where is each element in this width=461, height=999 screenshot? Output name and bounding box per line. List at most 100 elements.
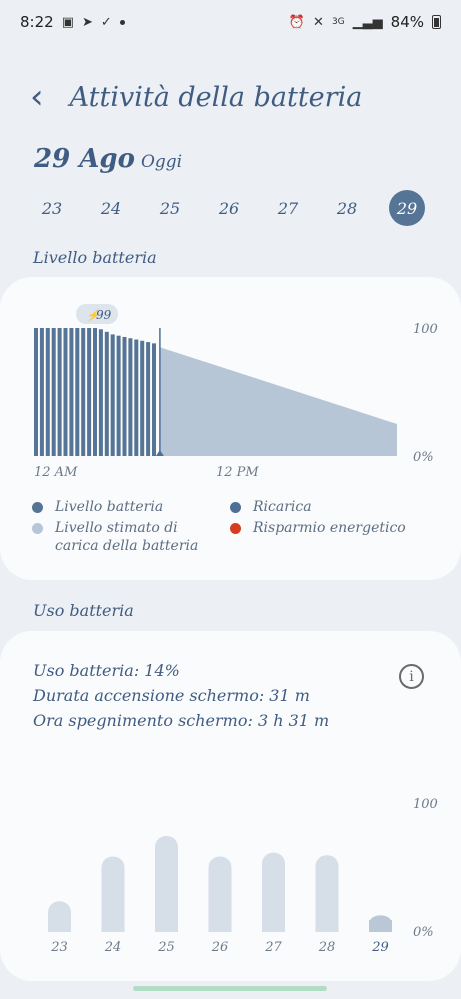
legend-label-level: Livello batteria: [55, 499, 164, 515]
charge-badge: [76, 304, 118, 324]
status-right: ⏰ ✕ 3G ▁▃▅ 84%: [289, 13, 441, 31]
level-bar: [152, 343, 156, 456]
level-section-title: Livello batteria: [33, 248, 157, 267]
usage-stat-screen-on: Durata accensione schermo: 31 m: [33, 686, 310, 705]
date-main: 29 Ago: [34, 144, 135, 174]
back-button[interactable]: ‹: [30, 77, 44, 117]
day-25[interactable]: 25: [159, 198, 181, 218]
usage-bar-base: [155, 920, 178, 932]
usage-x-tick-label: 24: [104, 940, 122, 955]
usage-stats: Uso batteria: 14% Durata accensione sche…: [33, 658, 329, 733]
alarm-icon: ⏰: [288, 14, 306, 30]
info-icon[interactable]: i: [399, 664, 424, 689]
navigation-handle[interactable]: [133, 986, 327, 991]
level-bar: [134, 339, 139, 456]
usage-x-tick-label: 26: [211, 940, 229, 955]
legend-label-charging: Ricarica: [253, 499, 312, 515]
usage-bar-base: [315, 920, 339, 932]
usage-bar: [155, 836, 178, 932]
usage-bar: [315, 855, 339, 932]
legend-dot-estimate: [32, 523, 43, 534]
level-bar: [75, 328, 80, 456]
level-bar: [63, 328, 68, 456]
status-bar: 8:22 ▣ ➤ ✓ ⏰ ✕ 3G ▁▃▅ 84%: [0, 0, 461, 44]
day-26[interactable]: 26: [218, 198, 240, 218]
level-x-tick-12am: 12 AM: [34, 465, 78, 480]
level-bar: [98, 329, 103, 456]
network-label: 3G: [331, 17, 345, 27]
legend-item-estimate: Livello stimato di carica della batteria: [32, 519, 222, 555]
level-bar: [87, 328, 92, 456]
level-y-tick-min: 0%: [413, 450, 434, 465]
level-bar: [81, 328, 86, 456]
day-27[interactable]: 27: [277, 198, 299, 218]
legend-dot-power-saving: [230, 523, 241, 534]
level-bar: [116, 335, 121, 456]
day-selector: 23 24 25 26 27 28 29: [24, 190, 438, 226]
gallery-icon: ▣: [61, 14, 74, 30]
status-left: 8:22 ▣ ➤ ✓: [20, 13, 125, 31]
level-bar: [146, 342, 151, 456]
date-sub: Oggi: [140, 152, 183, 172]
signal-icon: ▁▃▅: [352, 14, 383, 30]
day-24[interactable]: 24: [100, 198, 122, 218]
level-bar: [34, 328, 38, 456]
level-bar: [128, 338, 133, 456]
usage-bar-base: [208, 920, 232, 932]
usage-section-title: Uso batteria: [33, 601, 134, 620]
current-time-marker-tip: [155, 450, 164, 456]
day-28[interactable]: 28: [336, 198, 358, 218]
level-bar: [69, 328, 74, 456]
level-bar: [51, 328, 56, 456]
usage-x-tick-label: 23: [50, 940, 68, 955]
header: ‹ Attività della batteria: [30, 80, 362, 114]
usage-bar-base: [369, 920, 392, 932]
usage-y-tick-min: 0%: [413, 925, 434, 940]
check-icon: ✓: [100, 14, 112, 30]
level-x-tick-12pm: 12 PM: [216, 465, 259, 480]
level-bar: [57, 328, 62, 456]
usage-bar-base: [101, 920, 125, 932]
level-bar: [140, 340, 145, 456]
usage-x-tick-label: 28: [318, 940, 336, 955]
battery-percent: 84%: [390, 13, 424, 31]
usage-bar: [262, 852, 285, 932]
day-29[interactable]: 29: [389, 190, 425, 226]
level-bar: [45, 328, 50, 456]
legend-item-charging: Ricarica: [230, 498, 312, 516]
legend-label-estimate: Livello stimato di carica della batteria: [55, 520, 199, 554]
usage-y-tick-max: 100: [413, 797, 438, 812]
level-bar: [110, 334, 115, 456]
mute-icon: ✕: [313, 14, 324, 30]
day-23[interactable]: 23: [41, 198, 63, 218]
level-bar: [93, 328, 97, 456]
status-time: 8:22: [20, 13, 54, 31]
level-y-tick-max: 100: [413, 322, 438, 337]
usage-bar-base: [262, 920, 285, 932]
usage-x-tick-label: 29: [371, 940, 389, 955]
usage-bar: [101, 856, 125, 932]
legend-item-level: Livello batteria: [32, 498, 163, 516]
usage-bar-base: [48, 920, 71, 932]
usage-stat-percent: Uso batteria: 14%: [33, 661, 180, 680]
charge-badge-icon: ⚡: [86, 309, 101, 322]
legend-dot-level: [32, 502, 43, 513]
legend-item-power-saving: Risparmio energetico: [230, 519, 406, 537]
usage-stat-screen-off: Ora spegnimento schermo: 3 h 31 m: [33, 711, 330, 730]
level-bar: [39, 328, 44, 456]
charge-badge-value: 99: [96, 308, 112, 322]
legend-label-power-saving: Risparmio energetico: [253, 520, 406, 536]
date-row: 29 Ago Oggi: [34, 144, 182, 174]
usage-bar: [208, 856, 232, 932]
level-bar: [122, 336, 127, 456]
level-bar: [104, 331, 109, 456]
estimated-level-area: [159, 347, 397, 456]
legend-dot-charging: [230, 502, 241, 513]
usage-x-tick-label: 27: [264, 940, 282, 955]
usage-x-tick-label: 25: [157, 940, 175, 955]
battery-icon: [432, 15, 441, 29]
telegram-icon: ➤: [81, 14, 93, 30]
dot-icon: [119, 19, 125, 25]
